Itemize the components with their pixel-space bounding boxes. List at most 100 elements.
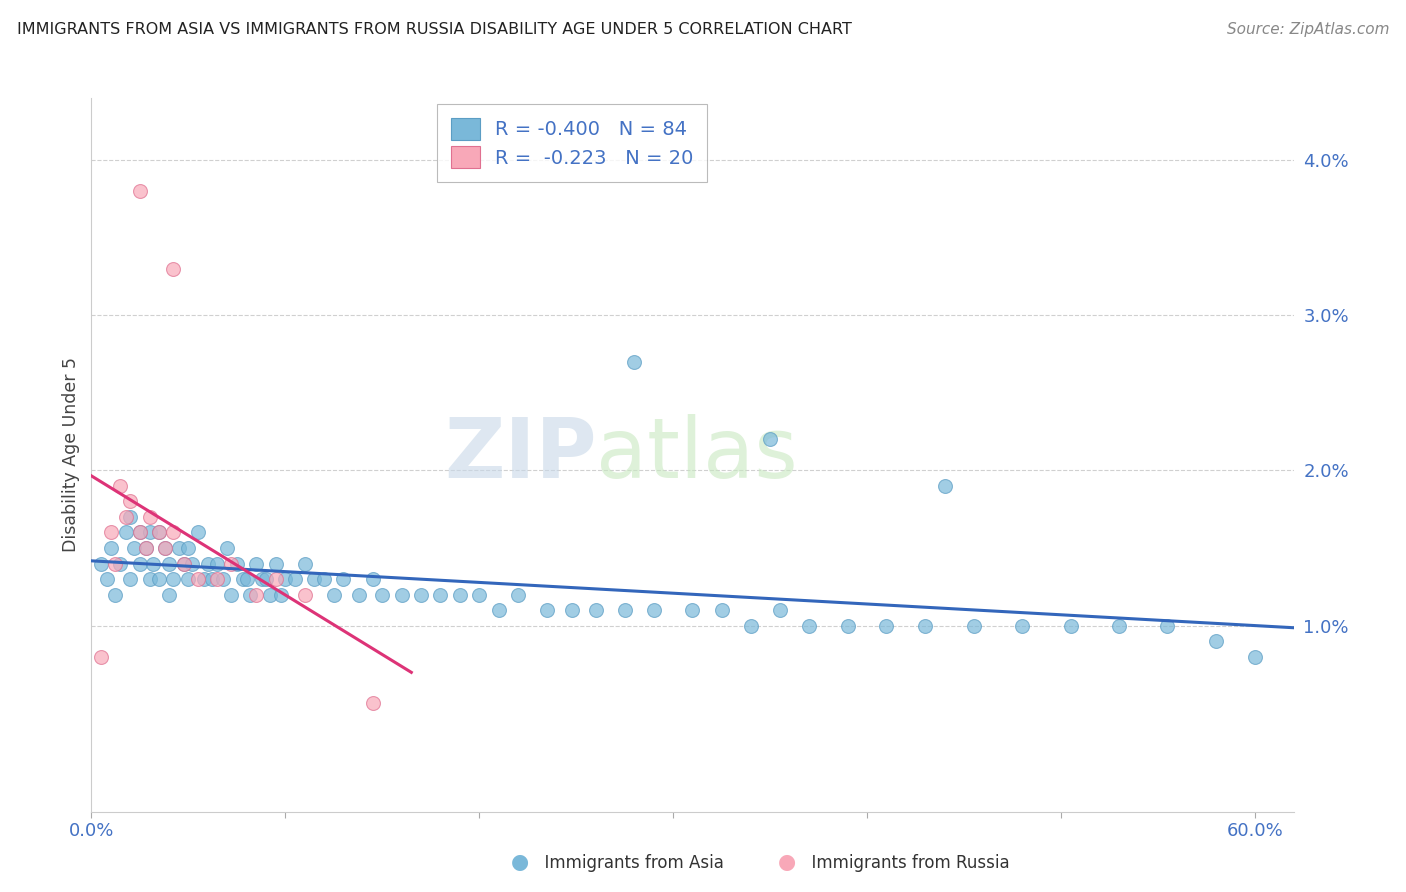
Point bbox=[934, 479, 956, 493]
Point bbox=[187, 572, 209, 586]
Point bbox=[1156, 618, 1178, 632]
Point bbox=[585, 603, 607, 617]
Y-axis label: Disability Age Under 5: Disability Age Under 5 bbox=[62, 358, 80, 552]
Point bbox=[148, 572, 170, 586]
Point bbox=[254, 572, 277, 586]
Point bbox=[157, 557, 180, 571]
Point bbox=[361, 696, 384, 710]
Point bbox=[1108, 618, 1130, 632]
Point bbox=[245, 588, 267, 602]
Point bbox=[104, 588, 127, 602]
Point bbox=[142, 557, 165, 571]
Point bbox=[740, 618, 762, 632]
Point bbox=[177, 572, 200, 586]
Point bbox=[110, 479, 132, 493]
Point bbox=[181, 557, 204, 571]
Point bbox=[235, 572, 257, 586]
Point bbox=[162, 261, 184, 276]
Point bbox=[284, 572, 307, 586]
Point bbox=[115, 525, 138, 540]
Point bbox=[239, 588, 262, 602]
Point bbox=[304, 572, 326, 586]
Point bbox=[506, 588, 529, 602]
Point bbox=[769, 603, 792, 617]
Point bbox=[759, 433, 782, 447]
Point bbox=[264, 557, 287, 571]
Point bbox=[153, 541, 176, 555]
Point bbox=[193, 572, 215, 586]
Text: ●: ● bbox=[512, 853, 529, 872]
Point bbox=[100, 525, 122, 540]
Point bbox=[96, 572, 118, 586]
Point bbox=[409, 588, 432, 602]
Point bbox=[128, 557, 150, 571]
Point bbox=[128, 525, 150, 540]
Point bbox=[148, 525, 170, 540]
Point bbox=[875, 618, 897, 632]
Point bbox=[120, 510, 142, 524]
Text: IMMIGRANTS FROM ASIA VS IMMIGRANTS FROM RUSSIA DISABILITY AGE UNDER 5 CORRELATIO: IMMIGRANTS FROM ASIA VS IMMIGRANTS FROM … bbox=[17, 22, 852, 37]
Point bbox=[207, 557, 229, 571]
Point bbox=[120, 494, 142, 508]
Point bbox=[245, 557, 267, 571]
Point bbox=[1205, 634, 1227, 648]
Point bbox=[225, 557, 247, 571]
Point bbox=[201, 572, 224, 586]
Text: Immigrants from Asia: Immigrants from Asia bbox=[534, 855, 724, 872]
Text: Source: ZipAtlas.com: Source: ZipAtlas.com bbox=[1226, 22, 1389, 37]
Point bbox=[294, 557, 316, 571]
Point bbox=[135, 541, 157, 555]
Point bbox=[177, 541, 200, 555]
Point bbox=[681, 603, 703, 617]
Point bbox=[449, 588, 471, 602]
Point bbox=[391, 588, 413, 602]
Point bbox=[90, 649, 112, 664]
Point bbox=[207, 572, 229, 586]
Point bbox=[710, 603, 733, 617]
Point bbox=[561, 603, 583, 617]
Point bbox=[162, 525, 184, 540]
Point bbox=[128, 525, 150, 540]
Point bbox=[138, 572, 160, 586]
Point bbox=[536, 603, 558, 617]
Point bbox=[122, 541, 145, 555]
Point bbox=[138, 525, 160, 540]
Point bbox=[212, 572, 235, 586]
Point bbox=[429, 588, 451, 602]
Point bbox=[250, 572, 273, 586]
Point bbox=[197, 557, 219, 571]
Point bbox=[797, 618, 820, 632]
Point bbox=[270, 588, 292, 602]
Point bbox=[167, 541, 190, 555]
Point bbox=[232, 572, 254, 586]
Point bbox=[120, 572, 142, 586]
Point bbox=[962, 618, 984, 632]
Point bbox=[153, 541, 176, 555]
Point bbox=[1011, 618, 1033, 632]
Point bbox=[1059, 618, 1081, 632]
Point bbox=[264, 572, 287, 586]
Text: ●: ● bbox=[779, 853, 796, 872]
Point bbox=[347, 588, 370, 602]
Point bbox=[173, 557, 195, 571]
Point bbox=[312, 572, 335, 586]
Point bbox=[219, 557, 242, 571]
Point bbox=[259, 588, 281, 602]
Point bbox=[90, 557, 112, 571]
Point bbox=[371, 588, 394, 602]
Point bbox=[488, 603, 510, 617]
Point bbox=[274, 572, 297, 586]
Legend: R = -0.400   N = 84, R =  -0.223   N = 20: R = -0.400 N = 84, R = -0.223 N = 20 bbox=[437, 104, 707, 182]
Text: atlas: atlas bbox=[596, 415, 799, 495]
Point bbox=[219, 588, 242, 602]
Point bbox=[837, 618, 859, 632]
Point bbox=[110, 557, 132, 571]
Point bbox=[294, 588, 316, 602]
Point bbox=[332, 572, 354, 586]
Point bbox=[613, 603, 636, 617]
Point bbox=[1243, 649, 1265, 664]
Point bbox=[322, 588, 344, 602]
Point bbox=[173, 557, 195, 571]
Point bbox=[643, 603, 665, 617]
Point bbox=[135, 541, 157, 555]
